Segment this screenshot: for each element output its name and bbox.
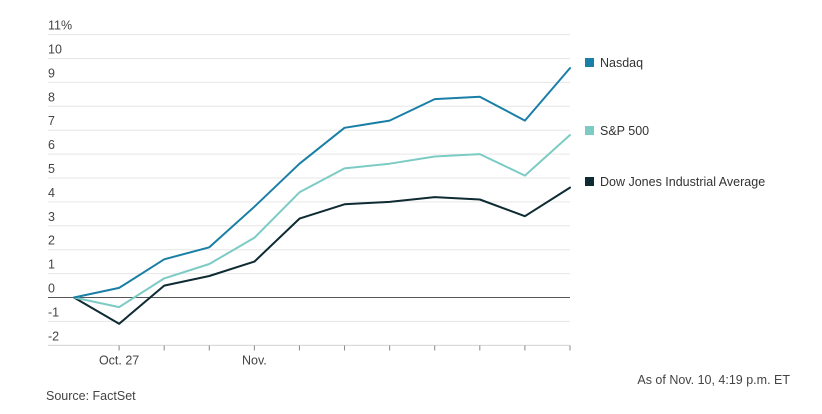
legend-swatch (585, 58, 594, 67)
y-tick-label: 3 (48, 210, 55, 224)
legend-swatch (585, 177, 594, 186)
y-tick-label: 10 (48, 43, 62, 57)
y-tick-label: 2 (48, 234, 55, 248)
series-line-s-p-500 (73, 134, 571, 309)
series-line-nasdaq (73, 67, 571, 299)
y-tick-label: 7 (48, 114, 55, 128)
x-tick-label: Oct. 27 (99, 354, 139, 368)
legend: Nasdaq S&P 500 Dow Jones Industrial Averag… (585, 56, 765, 189)
gridlines (48, 34, 570, 346)
y-tick-label: 11% (48, 19, 72, 33)
y-tick-label: 9 (48, 66, 55, 80)
y-tick-label: -2 (48, 329, 59, 343)
y-tick-label: 5 (48, 162, 55, 176)
source-note: Source: FactSet (46, 389, 136, 403)
x-tick-label: Nov. (242, 354, 267, 368)
legend-swatch (585, 126, 594, 135)
x-axis: Oct. 27 Nov. (48, 345, 571, 368)
y-tick-label: -1 (48, 305, 59, 319)
legend-label: Nasdaq (600, 56, 643, 70)
legend-label: S&P 500 (600, 124, 649, 138)
series-lines (73, 67, 571, 325)
y-tick-label: 6 (48, 138, 55, 152)
legend-label: Dow Jones Industrial Average (600, 175, 765, 189)
series-line-dow-jones-industrial-average (73, 186, 571, 325)
y-axis-tick-labels: -2 -1 0 1 2 3 4 5 6 7 8 9 10 11% (48, 19, 72, 344)
y-tick-label: 0 (48, 282, 55, 296)
y-tick-label: 1 (48, 258, 55, 272)
y-tick-label: 4 (48, 186, 55, 200)
y-tick-label: 8 (48, 90, 55, 104)
as-of-timestamp: As of Nov. 10, 4:19 p.m. ET (637, 373, 790, 387)
